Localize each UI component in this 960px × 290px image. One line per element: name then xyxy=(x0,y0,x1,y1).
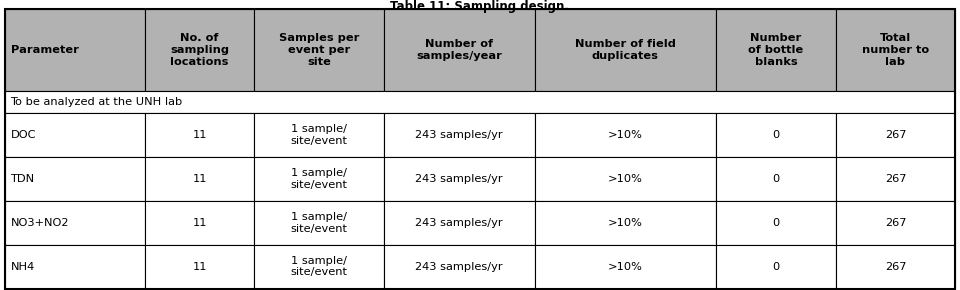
Bar xyxy=(5,201,145,245)
Text: 243 samples/yr: 243 samples/yr xyxy=(416,174,503,184)
Bar xyxy=(836,157,955,201)
Bar xyxy=(5,91,955,113)
Text: 243 samples/yr: 243 samples/yr xyxy=(416,130,503,140)
Text: 243 samples/yr: 243 samples/yr xyxy=(416,262,503,272)
Bar xyxy=(145,201,254,245)
Text: Parameter: Parameter xyxy=(11,45,79,55)
Bar xyxy=(535,113,716,157)
Text: Table 11: Sampling design.: Table 11: Sampling design. xyxy=(391,0,569,13)
Text: 11: 11 xyxy=(192,218,206,228)
Text: 1 sample/
site/event: 1 sample/ site/event xyxy=(291,212,348,233)
Bar xyxy=(145,245,254,289)
Text: 267: 267 xyxy=(885,218,906,228)
Text: NO3+NO2: NO3+NO2 xyxy=(11,218,69,228)
Text: 0: 0 xyxy=(773,174,780,184)
Text: 11: 11 xyxy=(192,130,206,140)
Text: >10%: >10% xyxy=(608,130,643,140)
Text: 0: 0 xyxy=(773,218,780,228)
Text: 1 sample/
site/event: 1 sample/ site/event xyxy=(291,124,348,146)
Text: >10%: >10% xyxy=(608,174,643,184)
Bar xyxy=(384,201,535,245)
Text: Number
of bottle
blanks: Number of bottle blanks xyxy=(749,33,804,67)
Bar xyxy=(145,113,254,157)
Text: 267: 267 xyxy=(885,130,906,140)
Text: 1 sample/
site/event: 1 sample/ site/event xyxy=(291,256,348,278)
Bar xyxy=(384,245,535,289)
Text: Total
number to
lab: Total number to lab xyxy=(862,33,929,67)
Text: >10%: >10% xyxy=(608,218,643,228)
Bar xyxy=(254,201,384,245)
Bar xyxy=(145,157,254,201)
Bar xyxy=(836,9,955,91)
Bar xyxy=(254,245,384,289)
Bar xyxy=(384,157,535,201)
Text: 1 sample/
site/event: 1 sample/ site/event xyxy=(291,168,348,190)
Text: 11: 11 xyxy=(192,262,206,272)
Bar xyxy=(716,157,836,201)
Bar xyxy=(535,9,716,91)
Text: Number of field
duplicates: Number of field duplicates xyxy=(575,39,676,61)
Text: 0: 0 xyxy=(773,130,780,140)
Bar xyxy=(716,201,836,245)
Text: 0: 0 xyxy=(773,262,780,272)
Bar xyxy=(836,245,955,289)
Bar xyxy=(716,245,836,289)
Bar xyxy=(5,245,145,289)
Bar xyxy=(716,113,836,157)
Text: No. of
sampling
locations: No. of sampling locations xyxy=(170,33,229,67)
Bar xyxy=(5,113,145,157)
Text: 267: 267 xyxy=(885,262,906,272)
Bar xyxy=(254,9,384,91)
Bar xyxy=(535,157,716,201)
Text: 267: 267 xyxy=(885,174,906,184)
Bar xyxy=(535,201,716,245)
Text: Samples per
event per
site: Samples per event per site xyxy=(278,33,359,67)
Text: TDN: TDN xyxy=(11,174,35,184)
Bar xyxy=(5,157,145,201)
Bar xyxy=(384,9,535,91)
Text: To be analyzed at the UNH lab: To be analyzed at the UNH lab xyxy=(11,97,182,107)
Bar xyxy=(716,9,836,91)
Text: DOC: DOC xyxy=(11,130,36,140)
Bar xyxy=(836,201,955,245)
Bar xyxy=(535,245,716,289)
Bar xyxy=(254,157,384,201)
Bar xyxy=(384,113,535,157)
Bar xyxy=(145,9,254,91)
Text: NH4: NH4 xyxy=(11,262,35,272)
Bar xyxy=(836,113,955,157)
Text: Number of
samples/year: Number of samples/year xyxy=(417,39,502,61)
Bar xyxy=(254,113,384,157)
Bar xyxy=(5,9,145,91)
Text: 243 samples/yr: 243 samples/yr xyxy=(416,218,503,228)
Text: >10%: >10% xyxy=(608,262,643,272)
Text: 11: 11 xyxy=(192,174,206,184)
